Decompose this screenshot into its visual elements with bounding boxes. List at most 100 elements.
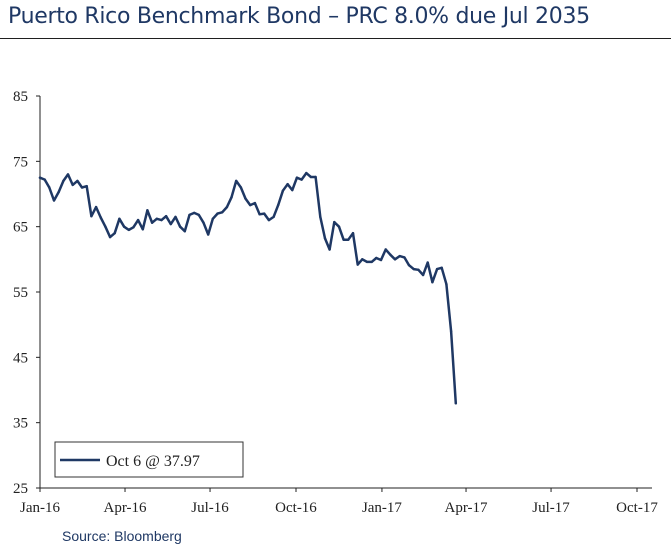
- data-point: [445, 283, 448, 286]
- x-tick-label: Jul-17: [532, 500, 570, 516]
- data-point: [66, 173, 70, 176]
- data-point: [62, 179, 65, 183]
- y-axis-ticks: 25 35 45 55 65 75 85: [13, 89, 40, 497]
- data-point: [300, 178, 303, 181]
- data-point: [155, 217, 158, 220]
- data-point: [267, 218, 271, 222]
- data-point: [281, 189, 285, 192]
- data-point: [127, 228, 130, 232]
- data-point: [449, 330, 453, 333]
- data-point: [342, 238, 345, 241]
- data-point: [286, 183, 289, 186]
- data-point: [183, 230, 186, 233]
- data-point: [328, 248, 331, 251]
- data-point: [216, 212, 219, 215]
- data-point: [314, 175, 317, 179]
- data-point: [76, 179, 79, 183]
- data-point: [146, 209, 149, 212]
- data-point: [94, 205, 98, 209]
- x-tick-label: Apr-16: [104, 500, 148, 516]
- data-point: [305, 171, 308, 175]
- data-point: [417, 268, 420, 271]
- data-point: [365, 260, 369, 264]
- x-tick-label: Jul-16: [191, 500, 229, 516]
- data-point: [435, 267, 439, 271]
- data-point: [104, 225, 107, 228]
- data-point: [113, 232, 116, 235]
- data-point: [272, 215, 275, 219]
- data-point: [160, 218, 163, 222]
- data-point: [347, 238, 350, 241]
- y-tick-label: 75: [13, 154, 28, 170]
- data-point: [193, 211, 196, 215]
- data-point: [197, 213, 200, 217]
- data-point: [384, 248, 387, 251]
- data-point: [43, 178, 46, 181]
- data-point: [370, 260, 373, 264]
- data-point: [258, 213, 261, 216]
- data-point: [38, 176, 42, 179]
- data-point: [337, 225, 341, 228]
- data-point: [351, 232, 355, 235]
- data-point: [235, 179, 238, 183]
- data-point: [291, 188, 294, 192]
- x-tick-label: Oct-16: [275, 500, 317, 516]
- data-point: [319, 215, 322, 219]
- data-point: [150, 221, 154, 224]
- data-point: [164, 215, 168, 218]
- data-point: [323, 237, 327, 240]
- data-point: [80, 186, 84, 189]
- data-point: [249, 203, 252, 207]
- data-point: [141, 228, 144, 231]
- chart-axes: [39, 96, 652, 489]
- data-point: [71, 183, 74, 187]
- data-point: [253, 201, 257, 205]
- data-point: [295, 176, 299, 179]
- y-tick-label: 85: [13, 89, 28, 105]
- data-point: [118, 217, 121, 220]
- data-point: [169, 222, 172, 226]
- data-point: [379, 258, 383, 262]
- data-point: [136, 218, 140, 222]
- data-point: [85, 185, 88, 188]
- data-point: [221, 211, 224, 214]
- data-point: [403, 256, 406, 259]
- x-tick-label: Oct-17: [616, 500, 658, 516]
- data-point: [431, 281, 434, 284]
- data-point: [122, 225, 126, 228]
- chart-title: Puerto Rico Benchmark Bond – PRC 8.0% du…: [8, 4, 590, 29]
- data-point: [174, 215, 177, 219]
- data-point: [426, 261, 429, 264]
- data-point: [454, 402, 457, 405]
- series-line: [38, 171, 458, 405]
- y-tick-label: 35: [13, 416, 28, 432]
- data-point: [108, 235, 112, 239]
- data-point: [375, 256, 378, 260]
- y-tick-label: 55: [13, 285, 28, 301]
- y-tick-label: 45: [13, 350, 28, 366]
- data-point: [202, 221, 205, 224]
- x-tick-label: Jan-17: [362, 500, 402, 516]
- x-tick-label: Apr-17: [445, 500, 489, 516]
- data-point: [244, 197, 247, 200]
- data-point: [333, 220, 336, 224]
- data-point: [239, 186, 243, 189]
- data-point: [90, 215, 93, 218]
- y-tick-label: 65: [13, 220, 28, 236]
- data-point: [389, 253, 392, 256]
- data-point: [309, 175, 313, 179]
- plot-area: [38, 171, 458, 405]
- data-point: [361, 258, 364, 261]
- data-point: [99, 216, 102, 219]
- data-point: [440, 266, 443, 269]
- x-tick-label: Jan-16: [20, 500, 60, 516]
- data-point: [188, 213, 191, 217]
- data-point: [52, 199, 56, 202]
- chart-legend: Oct 6 @ 37.97: [54, 441, 244, 478]
- data-point: [263, 212, 266, 215]
- y-tick-label: 25: [13, 481, 28, 497]
- data-point: [207, 233, 210, 236]
- data-point: [407, 264, 411, 267]
- data-point: [277, 203, 280, 207]
